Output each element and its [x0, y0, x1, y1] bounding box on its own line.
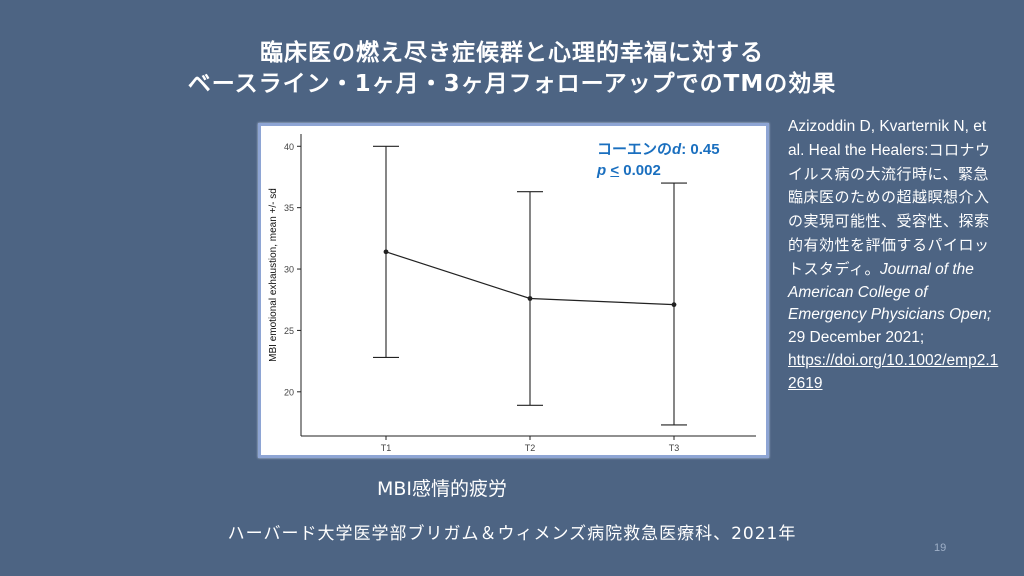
slide-title: 臨床医の燃え尽き症候群と心理的幸福に対する ベースライン・1ヶ月・3ヶ月フォロー…: [0, 38, 1024, 100]
p-symbol: p: [597, 162, 607, 179]
p-value: 0.002: [619, 162, 661, 179]
y-axis-label: MBI emotional exhaustion, mean +/- sd: [268, 188, 279, 362]
chart-caption: MBI感情的疲労: [377, 478, 508, 500]
title-line-1: 臨床医の燃え尽き症候群と心理的幸福に対する: [260, 40, 764, 66]
cohens-d-value: : 0.45: [681, 141, 720, 158]
error-bar-chart: 20 25 30 35 40 T1 T2 T3 MBI emotional exhaustion…: [268, 134, 756, 453]
y-tick-label: 40: [284, 142, 294, 152]
y-tick-label: 20: [284, 387, 294, 397]
chart-panel: 20 25 30 35 40 T1 T2 T3 MBI emotional exhaustion…: [258, 123, 769, 458]
x-tick-label: T1: [381, 443, 392, 453]
page-number: 19: [934, 542, 947, 554]
slide-footer: ハーバード大学医学部ブリガム＆ウィメンズ病院救急医療科、2021年: [227, 524, 797, 544]
citation-date: 29 December 2021;: [788, 329, 925, 347]
citation-doi-link[interactable]: https://doi.org/10.1002/emp2.12619: [788, 351, 999, 392]
y-tick-label: 30: [284, 265, 294, 275]
cohens-d-symbol: d: [672, 141, 682, 158]
data-point: [671, 302, 677, 308]
citation-authors: Azizoddin D, Kvarternik N, et al. Heal t…: [788, 118, 987, 159]
citation-title-jp: コロナウイルス病の大流行時に、緊急臨床医のための超越瞑想介入の実現可能性、受容性…: [788, 140, 991, 278]
citation-block: Azizoddin D, Kvarternik N, et al. Heal t…: [788, 116, 1000, 396]
citation-journal: Journal of the American College of Emerg…: [788, 260, 992, 324]
y-tick-label: 35: [284, 203, 294, 213]
p-operator: <: [610, 162, 620, 179]
cohens-d-stat: コーエンのd: 0.45: [597, 138, 720, 159]
p-value-stat: p < 0.002: [597, 162, 661, 179]
data-point: [383, 249, 389, 255]
citation-journal-lead: 。: [864, 260, 880, 278]
title-line-2: ベースライン・1ヶ月・3ヶ月フォローアップでのTMの効果: [187, 71, 837, 97]
y-tick-label: 25: [284, 326, 294, 336]
data-point: [527, 296, 533, 301]
x-tick-label: T2: [525, 443, 536, 453]
cohens-d-prefix: コーエンの: [597, 141, 673, 158]
x-tick-label: T3: [669, 443, 680, 453]
